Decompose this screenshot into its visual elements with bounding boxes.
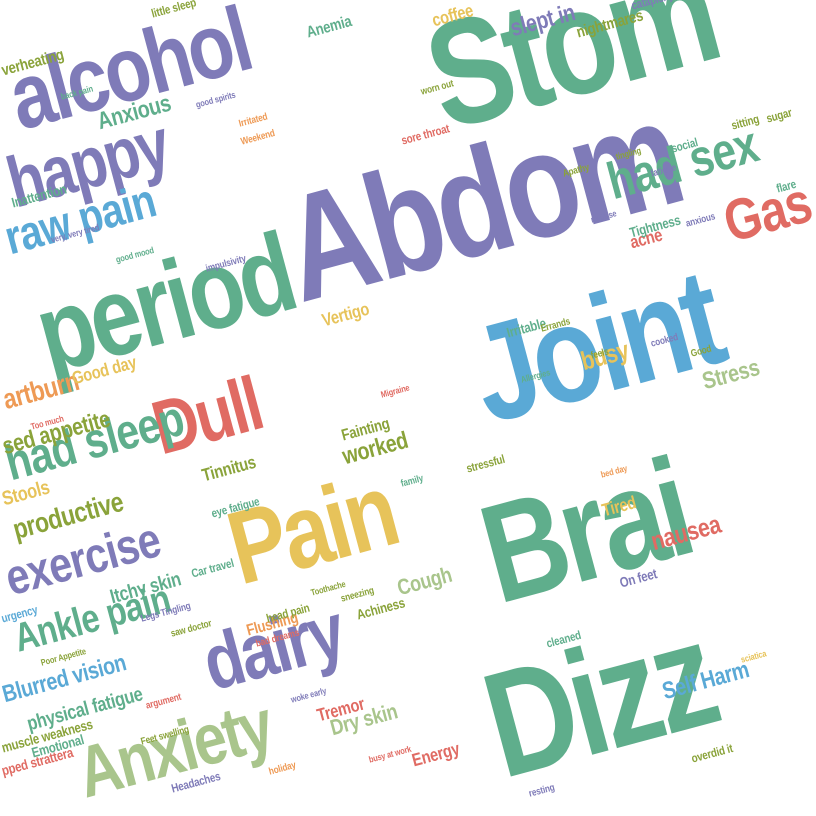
cloud-word: Weekend	[239, 128, 277, 148]
cloud-word: family	[399, 473, 425, 490]
cloud-word: sitting	[729, 111, 761, 133]
cloud-word: dairy	[193, 585, 352, 708]
cloud-word: Stools	[0, 476, 52, 511]
cloud-word: Pain	[216, 452, 408, 608]
cloud-word: woke early	[289, 685, 328, 705]
cloud-word: Anemia	[304, 13, 354, 42]
cloud-word: Energy	[409, 738, 462, 771]
cloud-word: Irritated	[237, 111, 269, 130]
cloud-word: Car travel	[189, 555, 236, 581]
cloud-word: busy at work	[367, 743, 413, 765]
cloud-word: sugar	[764, 105, 794, 126]
cloud-word: sciatica	[739, 648, 768, 665]
cloud-word: Migraine	[379, 382, 411, 400]
cloud-word: Cough	[394, 561, 455, 601]
cloud-word: Gas	[716, 169, 816, 255]
cloud-word: artburn	[0, 365, 83, 416]
